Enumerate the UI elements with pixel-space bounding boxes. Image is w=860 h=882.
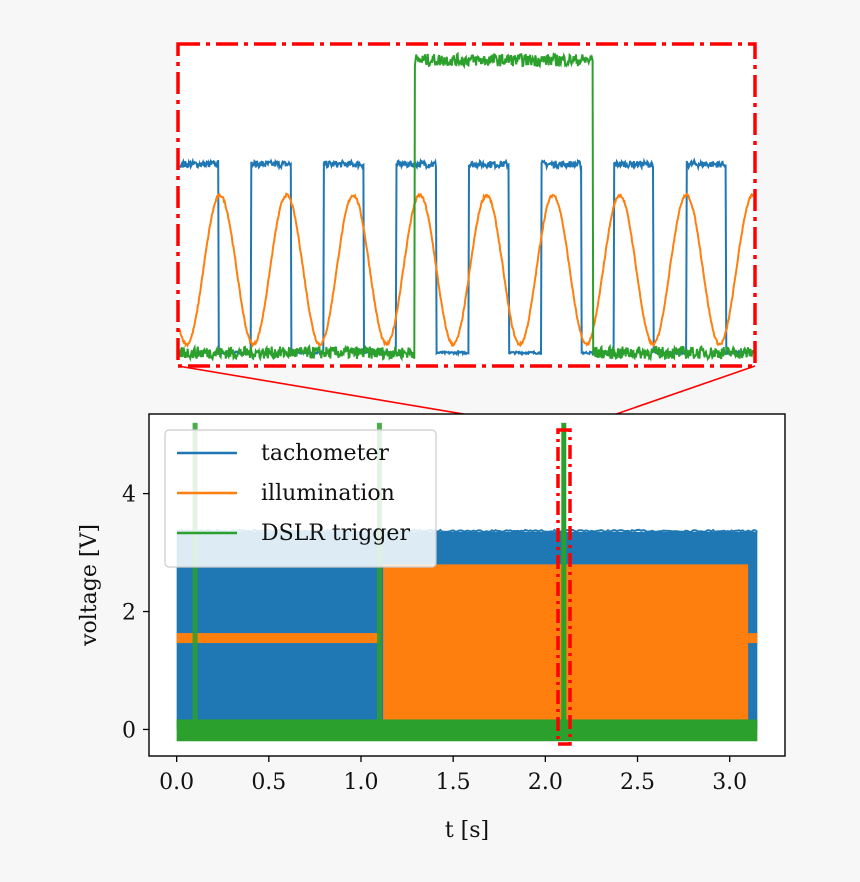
y-tick-label: 0 [122, 718, 136, 743]
series-dslr-trigger [176, 719, 758, 742]
zoom-region-marker [556, 428, 572, 746]
plot-frame [148, 413, 786, 757]
legend: tachometer illumination DSLR trigger [164, 429, 437, 568]
x-tick-label: 2.5 [620, 770, 655, 795]
x-axis-label: t [s] [445, 818, 489, 843]
legend-label-dslr-trigger: DSLR trigger [261, 521, 410, 546]
x-tick-label: 1.0 [344, 770, 379, 795]
main-plot: 0.0 0.5 1.0 1.5 2.0 2.5 3.0 0 2 4 t [s] voltage … [77, 413, 786, 843]
x-tick-label: 3.0 [712, 770, 747, 795]
trigger-pulse-0 [192, 422, 198, 730]
x-tick-label: 0.5 [251, 770, 286, 795]
trigger-pulse-2 [561, 422, 567, 730]
inset-border [176, 42, 757, 368]
inset-dslr-trigger-line [179, 51, 754, 362]
inset-illumination-line [179, 192, 754, 349]
y-tick-label: 2 [122, 601, 136, 626]
y-tick-label: 4 [122, 483, 136, 508]
x-tick-label: 2.0 [528, 770, 563, 795]
x-axis: 0.0 0.5 1.0 1.5 2.0 2.5 3.0 [159, 756, 747, 795]
trigger-pulse-1 [376, 422, 382, 730]
series-illumination-constant-1 [748, 633, 758, 644]
x-tick-label: 1.5 [436, 770, 471, 795]
inset-background [178, 44, 755, 366]
zoom-inset [176, 42, 757, 368]
series-illumination-constant-0 [176, 633, 380, 644]
y-axis: 0 2 4 [122, 483, 149, 743]
y-axis-label: voltage [V] [77, 524, 102, 647]
x-tick-label: 0.0 [159, 770, 194, 795]
legend-label-illumination: illumination [261, 481, 395, 506]
legend-label-tachometer: tachometer [261, 441, 389, 466]
